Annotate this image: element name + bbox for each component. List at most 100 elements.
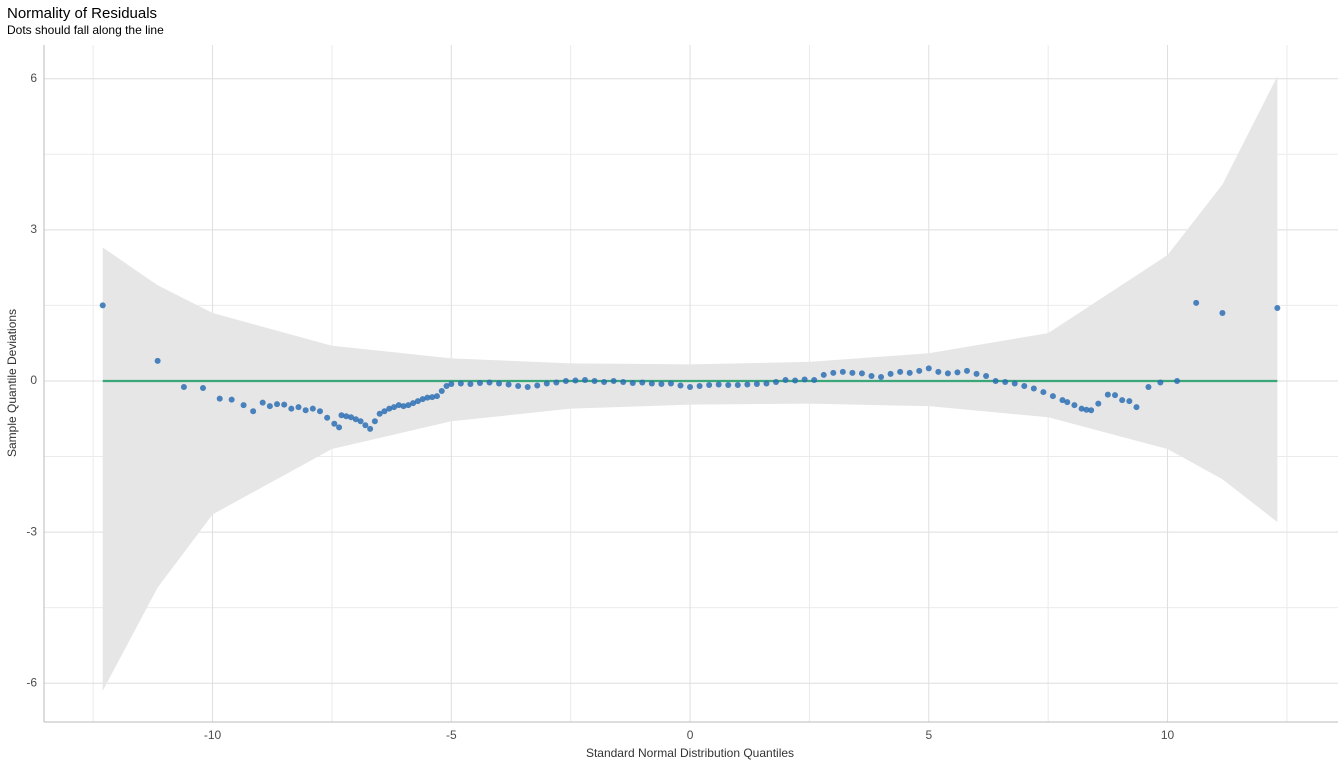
point (1064, 399, 1071, 406)
point (524, 384, 531, 391)
point (486, 379, 493, 386)
point (629, 379, 636, 386)
point (348, 414, 355, 421)
point (658, 381, 665, 388)
point (925, 365, 932, 372)
point (324, 414, 331, 421)
point (295, 404, 302, 411)
point (562, 377, 569, 384)
point (1274, 304, 1281, 311)
point (336, 424, 343, 431)
point (820, 371, 827, 378)
point (433, 393, 440, 400)
point (677, 382, 684, 389)
point (376, 410, 383, 417)
point (753, 381, 760, 388)
point (696, 383, 703, 390)
point (386, 405, 393, 412)
point (367, 425, 374, 432)
x-tick-label: 0 (687, 728, 694, 742)
point (1174, 377, 1181, 384)
point (429, 394, 436, 401)
point (715, 381, 722, 388)
point (362, 422, 369, 429)
chart-subtitle: Dots should fall along the line (7, 23, 164, 37)
point (1021, 383, 1028, 390)
point (610, 377, 617, 384)
x-tick-label: 10 (1161, 728, 1175, 742)
point (1002, 378, 1009, 385)
point (1040, 389, 1047, 396)
point (419, 396, 426, 403)
point (1071, 402, 1078, 409)
y-tick-label: 3 (30, 222, 37, 236)
point (782, 376, 789, 383)
point (868, 372, 875, 379)
point (438, 388, 445, 395)
point (839, 368, 846, 375)
point (744, 381, 751, 388)
point (331, 420, 338, 427)
point (906, 369, 913, 376)
y-tick-label: 6 (30, 71, 37, 85)
point (706, 382, 713, 389)
point (543, 380, 550, 387)
point (216, 395, 223, 402)
point (935, 368, 942, 375)
point (405, 402, 412, 409)
point (266, 403, 273, 410)
point (448, 381, 455, 388)
point (639, 379, 646, 386)
chart-title: Normality of Residuals (7, 5, 157, 22)
y-tick-label: -3 (26, 524, 37, 538)
point (259, 399, 266, 406)
point (281, 401, 288, 408)
point (830, 369, 837, 376)
point (944, 370, 951, 377)
point (811, 376, 818, 383)
x-tick-label: -10 (204, 728, 222, 742)
point (316, 408, 323, 415)
y-tick-label: -6 (26, 675, 37, 689)
point (410, 400, 417, 407)
point (357, 418, 364, 425)
point (400, 403, 407, 410)
point (200, 385, 207, 392)
point (414, 398, 421, 405)
point (1193, 299, 1200, 306)
point (1030, 385, 1037, 392)
point (395, 402, 402, 409)
point (1133, 404, 1140, 411)
point (505, 381, 512, 388)
point (1083, 406, 1090, 413)
point (99, 302, 106, 309)
point (391, 404, 398, 411)
y-axis-label: Sample Quantile Deviations (5, 309, 19, 457)
point (309, 405, 316, 412)
point (992, 377, 999, 384)
point (457, 380, 464, 387)
point (1104, 391, 1111, 398)
point (343, 413, 350, 420)
point (250, 408, 257, 415)
point (553, 379, 560, 386)
point (1011, 380, 1018, 387)
point (687, 384, 694, 391)
point (443, 383, 450, 390)
point (1078, 405, 1085, 412)
point (983, 372, 990, 379)
point (1095, 400, 1102, 407)
point (1157, 379, 1164, 386)
point (1126, 398, 1133, 405)
point (424, 394, 431, 401)
point (601, 378, 608, 385)
point (591, 377, 598, 384)
point (1112, 392, 1119, 399)
point (496, 380, 503, 387)
point (338, 412, 345, 419)
confidence-band (102, 76, 1278, 691)
point (515, 383, 522, 390)
point (371, 418, 378, 425)
point (763, 380, 770, 387)
